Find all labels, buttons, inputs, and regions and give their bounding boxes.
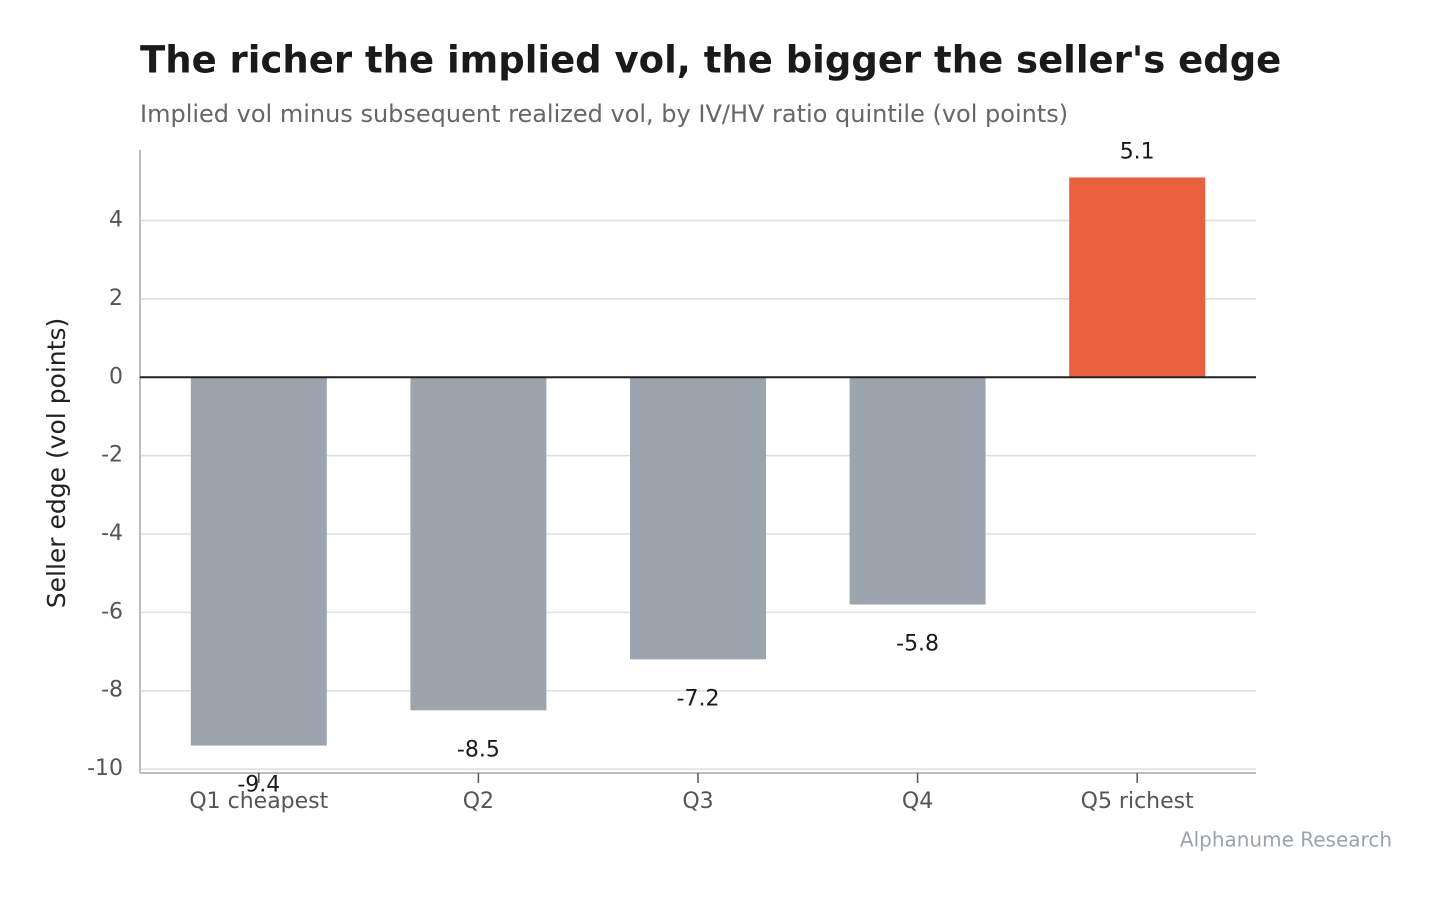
y-axis-label: Seller edge (vol points) [42, 318, 71, 608]
y-tick-label: -4 [101, 521, 123, 546]
chart-subtitle: Implied vol minus subsequent realized vo… [140, 100, 1068, 128]
y-tick-label: -2 [101, 443, 123, 468]
source-note: Alphanume Research [1180, 828, 1392, 852]
value-label: 5.1 [1120, 139, 1155, 164]
x-tick-label: Q4 [902, 789, 933, 814]
bar [190, 377, 327, 746]
y-tick-label: -10 [87, 756, 123, 781]
y-tick-label: -8 [101, 678, 123, 703]
bar [410, 377, 547, 711]
bar [849, 377, 986, 605]
y-tick-label: -6 [101, 599, 123, 624]
y-tick-label: 0 [109, 364, 123, 389]
x-tick-label: Q3 [682, 789, 713, 814]
bar [1069, 177, 1206, 378]
value-label: -7.2 [677, 686, 720, 711]
x-tick-label: Q2 [463, 789, 494, 814]
x-tick-label: Q1 cheapest [189, 789, 328, 814]
value-label: -9.4 [237, 773, 280, 798]
chart-title: The richer the implied vol, the bigger t… [140, 39, 1281, 82]
x-tick-label: Q5 richest [1081, 789, 1195, 814]
value-label: -8.5 [457, 737, 500, 762]
value-label: -5.8 [896, 632, 939, 657]
y-tick-label: 2 [109, 286, 123, 311]
y-tick-label: 4 [109, 208, 123, 233]
bar [630, 377, 766, 660]
